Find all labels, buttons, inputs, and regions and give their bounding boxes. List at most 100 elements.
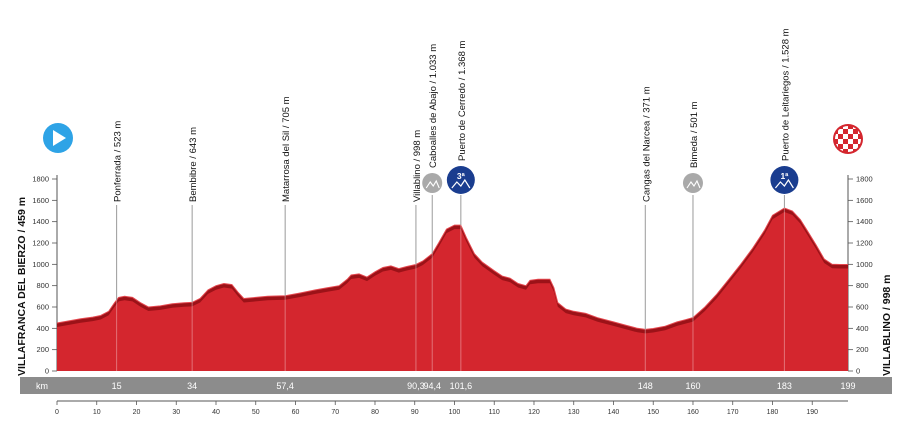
x-tick-label: 120 [528, 409, 540, 416]
kom-badge [446, 166, 475, 194]
y-tick-label-right: 1200 [856, 239, 873, 248]
y-tick-label-right: 1800 [856, 175, 873, 184]
km-band-value: 57,4 [276, 381, 294, 391]
checker-cell [843, 129, 848, 134]
km-band-value: 90,3 [407, 381, 425, 391]
km-band-value: 15 [112, 381, 122, 391]
checker-cell [835, 139, 838, 144]
x-tick-label: 80 [371, 409, 379, 416]
sprint-badge [422, 173, 443, 193]
y-tick-label-left: 400 [36, 324, 49, 333]
x-tick-label: 110 [489, 409, 500, 416]
x-tick-label: 190 [806, 409, 818, 416]
y-tick-label-right: 800 [856, 281, 869, 290]
y-tick-label-left: 0 [45, 367, 49, 376]
checker-cell [835, 149, 838, 152]
km-band-value: 34 [187, 381, 197, 391]
x-tick-label: 0 [55, 409, 59, 416]
side-labels: VILLAFRANCA DEL BIERZO / 459 m VILLABLINO… [16, 123, 893, 376]
y-tick-label-right: 400 [856, 324, 869, 333]
checker-cell [848, 144, 853, 149]
elevation-area [56, 207, 848, 371]
x-tick-label: 130 [568, 409, 580, 416]
checker-cell [838, 134, 843, 139]
annotation-label: Puerto de Cerredo / 1.368 m [457, 41, 468, 161]
y-tick-label-left: 1400 [32, 217, 49, 226]
km-band: km 15 34 57,4 90,394,4 101,6 148 160 183 199 [20, 377, 892, 394]
play-icon [53, 130, 66, 146]
kom-category-label: 1ª [780, 171, 789, 181]
mountain-icon [425, 179, 440, 189]
km-band-value: 160 [685, 381, 700, 391]
checker-cell [848, 149, 853, 152]
x-tick-label: 30 [172, 409, 180, 416]
checker-cell [858, 134, 861, 139]
mountain-icon [451, 178, 471, 189]
annotation-label: Puerto de Leitariegos / 1.528 m [780, 28, 791, 161]
checker-cell [853, 134, 858, 139]
x-tick-label: 160 [687, 409, 699, 416]
x-tick-label: 170 [727, 409, 739, 416]
kom-category-label: 3ª [457, 171, 466, 181]
checker-cell [848, 129, 853, 134]
checker-cell [835, 134, 838, 139]
checker-cell [843, 149, 848, 152]
kom-badge [770, 166, 799, 194]
finish-label: VILLABLINO / 998 m [881, 274, 893, 376]
km-band-value: 94,4 [423, 381, 441, 391]
checker-cell [838, 144, 843, 149]
checker-cell [858, 139, 861, 144]
x-tick-label: 40 [212, 409, 220, 416]
mountain-icon [686, 179, 701, 189]
km-band-label: km [36, 381, 48, 391]
elevation-area-fill [57, 212, 848, 371]
x-tick-label: 90 [411, 409, 419, 416]
annotations: Ponferrada / 523 m Bembibre / 643 m Matarr… [113, 28, 799, 371]
x-tick-label: 20 [133, 409, 141, 416]
y-tick-label-left: 1600 [32, 196, 49, 205]
km-band-value: 183 [777, 381, 792, 391]
y-tick-label-left: 600 [36, 303, 49, 312]
checker-cell [858, 149, 861, 152]
checker-cell [838, 129, 843, 134]
km-band-bar [20, 377, 892, 394]
annotation-label: Caboalles de Abajo / 1.033 m [428, 44, 439, 168]
y-tick-label-left: 1000 [32, 260, 49, 269]
x-tick-label: 60 [292, 409, 300, 416]
y-tick-label-right: 200 [856, 345, 869, 354]
checker-cell [843, 134, 848, 139]
x-tick-label: 150 [647, 409, 659, 416]
checker-cell [843, 139, 848, 144]
y-tick-label-left: 1200 [32, 239, 49, 248]
y-tick-label-right: 600 [856, 303, 869, 312]
checker-cell [848, 139, 853, 144]
checker-cell [835, 126, 838, 129]
x-tick-label: 10 [93, 409, 101, 416]
km-band-value: 101,6 [450, 381, 473, 391]
checker-cell [853, 144, 858, 149]
annotation-label: Bembibre / 643 m [188, 127, 199, 202]
x-tick-label: 180 [767, 409, 779, 416]
annotation-label: Matarrosa del Sil / 705 m [281, 96, 292, 202]
checker-cell [848, 134, 853, 139]
km-band-value: 199 [840, 381, 855, 391]
checker-cell [848, 126, 853, 129]
y-tick-label-right: 1600 [856, 196, 873, 205]
y-tick-label-right: 1000 [856, 260, 873, 269]
x-tick-label: 140 [608, 409, 620, 416]
annotation-label: Ponferrada / 523 m [113, 121, 124, 202]
start-label: VILLAFRANCA DEL BIERZO / 459 m [16, 197, 28, 376]
y-axis-ticks: 0 0 200 200 400 400 600 600 800 800 1000 1000 1200 12… [32, 175, 872, 376]
checker-cell [843, 144, 848, 149]
x-tick-label: 50 [252, 409, 260, 416]
checker-cell [858, 126, 861, 129]
x-axis-ticks: 0 10 20 30 40 50 60 70 80 90 100 110 120 130 140 150 160… [55, 400, 848, 416]
annotation-label: Cangas del Narcea / 371 m [641, 86, 652, 202]
checker-cell [853, 139, 858, 144]
y-tick-label-left: 800 [36, 281, 49, 290]
sprint-badge [682, 173, 703, 193]
y-tick-label-left: 200 [36, 345, 49, 354]
km-band-value: 148 [638, 381, 653, 391]
